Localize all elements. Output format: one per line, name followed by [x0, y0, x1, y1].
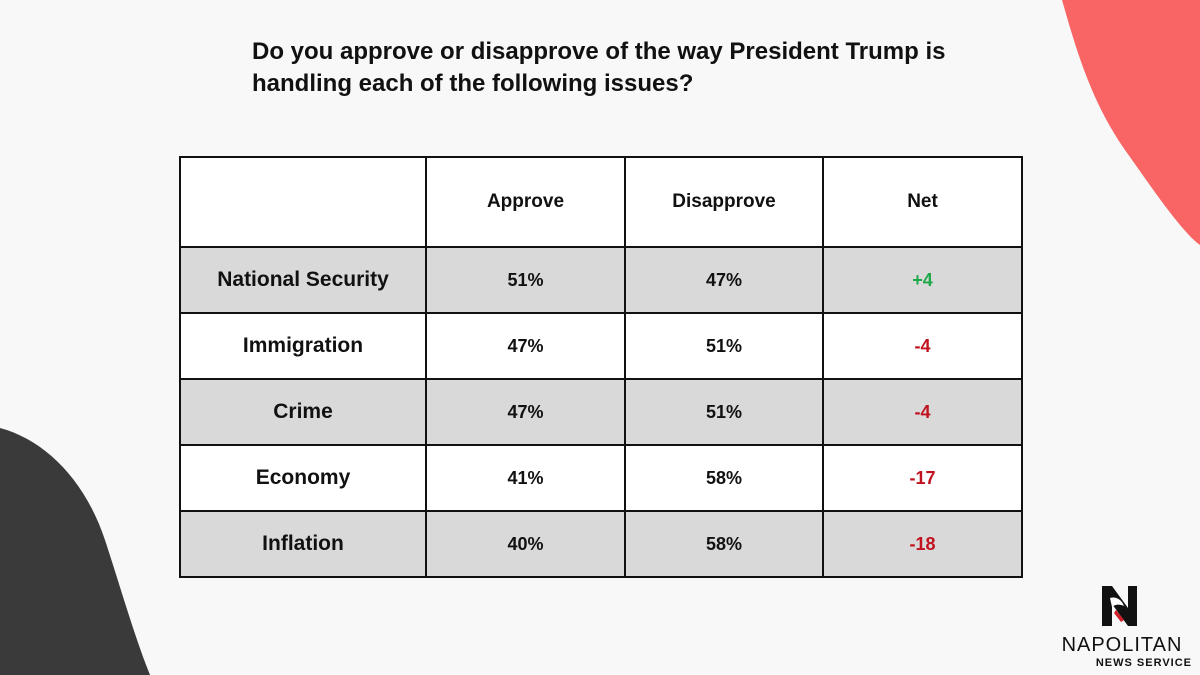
dark-blob-shape	[0, 428, 150, 675]
approve-value: 41%	[425, 444, 626, 512]
logo-subtitle: NEWS SERVICE	[1095, 657, 1192, 669]
column-header-issue	[179, 156, 427, 248]
page-title: Do you approve or disapprove of the way …	[252, 38, 946, 97]
net-value: -18	[822, 510, 1023, 578]
table-row: Inflation 40% 58% -18	[179, 510, 1023, 578]
net-value: -4	[822, 312, 1023, 380]
net-value: -17	[822, 444, 1023, 512]
column-header-approve: Approve	[425, 156, 626, 248]
net-value: -4	[822, 378, 1023, 446]
poll-table: Approve Disapprove Net National Security…	[179, 156, 1023, 578]
logo-wordmark: NAPOLITAN	[1061, 634, 1183, 656]
column-header-net: Net	[822, 156, 1023, 248]
column-header-disapprove: Disapprove	[624, 156, 824, 248]
issue-label: Crime	[179, 378, 427, 446]
table-row: National Security 51% 47% +4	[179, 246, 1023, 314]
disapprove-value: 51%	[624, 378, 824, 446]
table-row: Economy 41% 58% -17	[179, 444, 1023, 512]
approve-value: 47%	[425, 378, 626, 446]
disapprove-value: 58%	[624, 444, 824, 512]
disapprove-value: 51%	[624, 312, 824, 380]
table-row: Crime 47% 51% -4	[179, 378, 1023, 446]
coral-blob-shape	[1062, 0, 1200, 245]
table-header-row: Approve Disapprove Net	[179, 156, 1023, 248]
napolitan-logo: NAPOLITAN NEWS SERVICE	[1052, 584, 1192, 670]
napolitan-n-eagle-icon	[1102, 586, 1137, 626]
table-row: Immigration 47% 51% -4	[179, 312, 1023, 380]
issue-label: Immigration	[179, 312, 427, 380]
issue-label: National Security	[179, 246, 427, 314]
disapprove-value: 47%	[624, 246, 824, 314]
issue-label: Inflation	[179, 510, 427, 578]
issue-label: Economy	[179, 444, 427, 512]
approve-value: 40%	[425, 510, 626, 578]
approve-value: 47%	[425, 312, 626, 380]
approve-value: 51%	[425, 246, 626, 314]
disapprove-value: 58%	[624, 510, 824, 578]
net-value: +4	[822, 246, 1023, 314]
